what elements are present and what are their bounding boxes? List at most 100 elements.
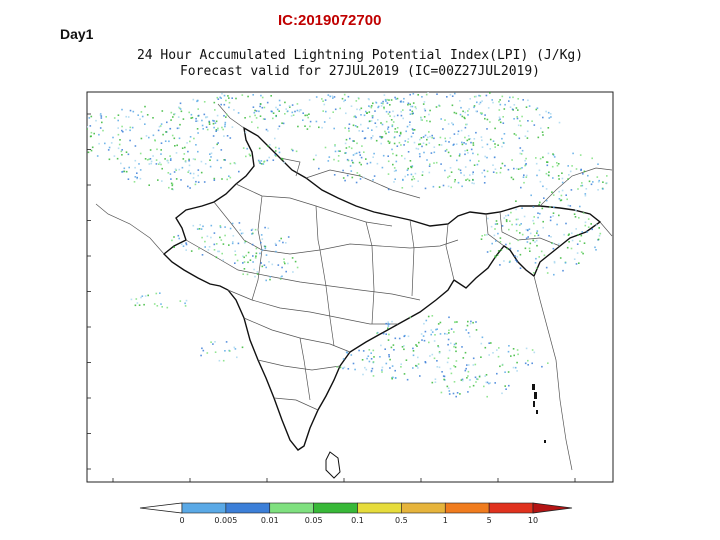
lpi-speckle: [466, 377, 468, 379]
lpi-speckle: [166, 121, 168, 124]
lpi-speckle: [281, 157, 283, 160]
lpi-speckle: [508, 384, 510, 387]
lpi-speckle: [394, 131, 396, 133]
lpi-speckle: [318, 167, 320, 170]
lpi-speckle: [521, 207, 523, 209]
lpi-speckle: [427, 136, 429, 139]
lpi-speckle: [387, 113, 390, 115]
colorbar-box: [181, 502, 227, 514]
lpi-speckle: [403, 345, 405, 347]
lpi-speckle: [423, 101, 426, 103]
lpi-speckle: [421, 145, 423, 148]
lpi-speckle: [464, 351, 467, 354]
lpi-speckle: [453, 133, 456, 135]
lpi-speckle: [121, 149, 123, 151]
lpi-speckle: [578, 262, 580, 264]
lpi-speckle: [552, 194, 555, 196]
lpi-speckle: [300, 109, 302, 111]
lpi-speckle: [176, 127, 179, 130]
lpi-speckle: [164, 140, 167, 142]
lpi-speckle: [523, 174, 525, 176]
lpi-speckle: [447, 123, 450, 125]
lpi-speckle: [476, 101, 478, 104]
lpi-speckle: [577, 234, 579, 236]
lpi-speckle: [440, 391, 443, 394]
lpi-speckle: [147, 294, 149, 297]
lpi-speckle: [431, 136, 433, 139]
lpi-speckle: [549, 219, 552, 222]
lpi-speckle: [419, 375, 421, 377]
lpi-speckle: [249, 259, 252, 261]
lpi-speckle: [435, 161, 438, 164]
lpi-speckle: [195, 117, 197, 120]
lpi-speckle: [83, 129, 85, 131]
lpi-speckle: [468, 335, 471, 338]
lpi-speckle: [504, 371, 506, 373]
lpi-speckle: [412, 175, 414, 178]
lpi-speckle: [503, 108, 506, 110]
lpi-speckle: [489, 382, 491, 384]
lpi-speckle: [354, 152, 356, 155]
lpi-speckle: [287, 262, 289, 265]
lpi-speckle: [384, 130, 386, 133]
lpi-speckle: [216, 143, 218, 146]
lpi-speckle: [202, 225, 204, 228]
lpi-speckle: [158, 163, 160, 165]
lpi-speckle: [429, 109, 431, 112]
lpi-speckle: [136, 172, 138, 174]
lpi-speckle: [180, 179, 182, 181]
lpi-speckle: [468, 364, 470, 366]
lpi-speckle: [280, 276, 282, 278]
lpi-speckle: [459, 393, 461, 395]
lpi-speckle: [486, 143, 489, 146]
lpi-speckle: [199, 224, 201, 226]
lpi-speckle: [213, 101, 216, 104]
lpi-speckle: [226, 135, 229, 137]
lpi-speckle: [308, 99, 311, 101]
lpi-speckle: [484, 155, 486, 158]
lpi-speckle: [405, 130, 407, 133]
lpi-speckle: [396, 145, 399, 147]
lpi-speckle: [484, 346, 487, 349]
lpi-speckle: [238, 170, 240, 173]
lpi-speckle: [361, 359, 364, 361]
lpi-speckle: [343, 93, 346, 96]
lpi-speckle: [384, 98, 387, 101]
lpi-speckle: [281, 275, 283, 278]
lpi-speckle: [182, 245, 185, 247]
lpi-speckle: [421, 339, 423, 341]
lpi-speckle: [402, 179, 404, 181]
lpi-speckle: [552, 154, 555, 156]
lpi-speckle: [83, 122, 85, 124]
lpi-speckle: [512, 96, 514, 99]
lpi-speckle: [236, 259, 239, 262]
lpi-speckle: [581, 231, 583, 233]
lpi-speckle: [486, 234, 488, 236]
lpi-speckle: [552, 215, 554, 217]
lpi-speckle: [158, 125, 161, 128]
lpi-speckle: [449, 155, 452, 157]
lpi-speckle: [228, 106, 230, 109]
lpi-speckle: [579, 205, 581, 208]
lpi-speckle: [105, 116, 107, 118]
lpi-speckle: [291, 111, 294, 114]
lpi-speckle: [145, 135, 148, 137]
lpi-speckle: [362, 350, 365, 352]
lpi-speckle: [360, 107, 363, 110]
lpi-speckle: [321, 126, 323, 129]
lpi-speckle: [291, 104, 294, 106]
lpi-speckle: [429, 120, 431, 123]
lpi-speckle: [515, 167, 518, 170]
lpi-speckle: [356, 142, 358, 145]
lpi-speckle: [448, 316, 450, 319]
map-title-line2: Forecast valid for 27JUL2019 (IC=00Z27JU…: [179, 64, 541, 79]
lpi-speckle: [460, 379, 463, 381]
lpi-speckle: [473, 138, 476, 140]
lpi-speckle: [485, 374, 488, 376]
lpi-speckle: [542, 185, 544, 188]
lpi-speckle: [481, 146, 484, 148]
lpi-speckle: [420, 119, 422, 121]
lpi-speckle: [448, 393, 451, 395]
lon-tick-label: 75E: [260, 486, 273, 494]
lpi-speckle: [516, 370, 518, 372]
